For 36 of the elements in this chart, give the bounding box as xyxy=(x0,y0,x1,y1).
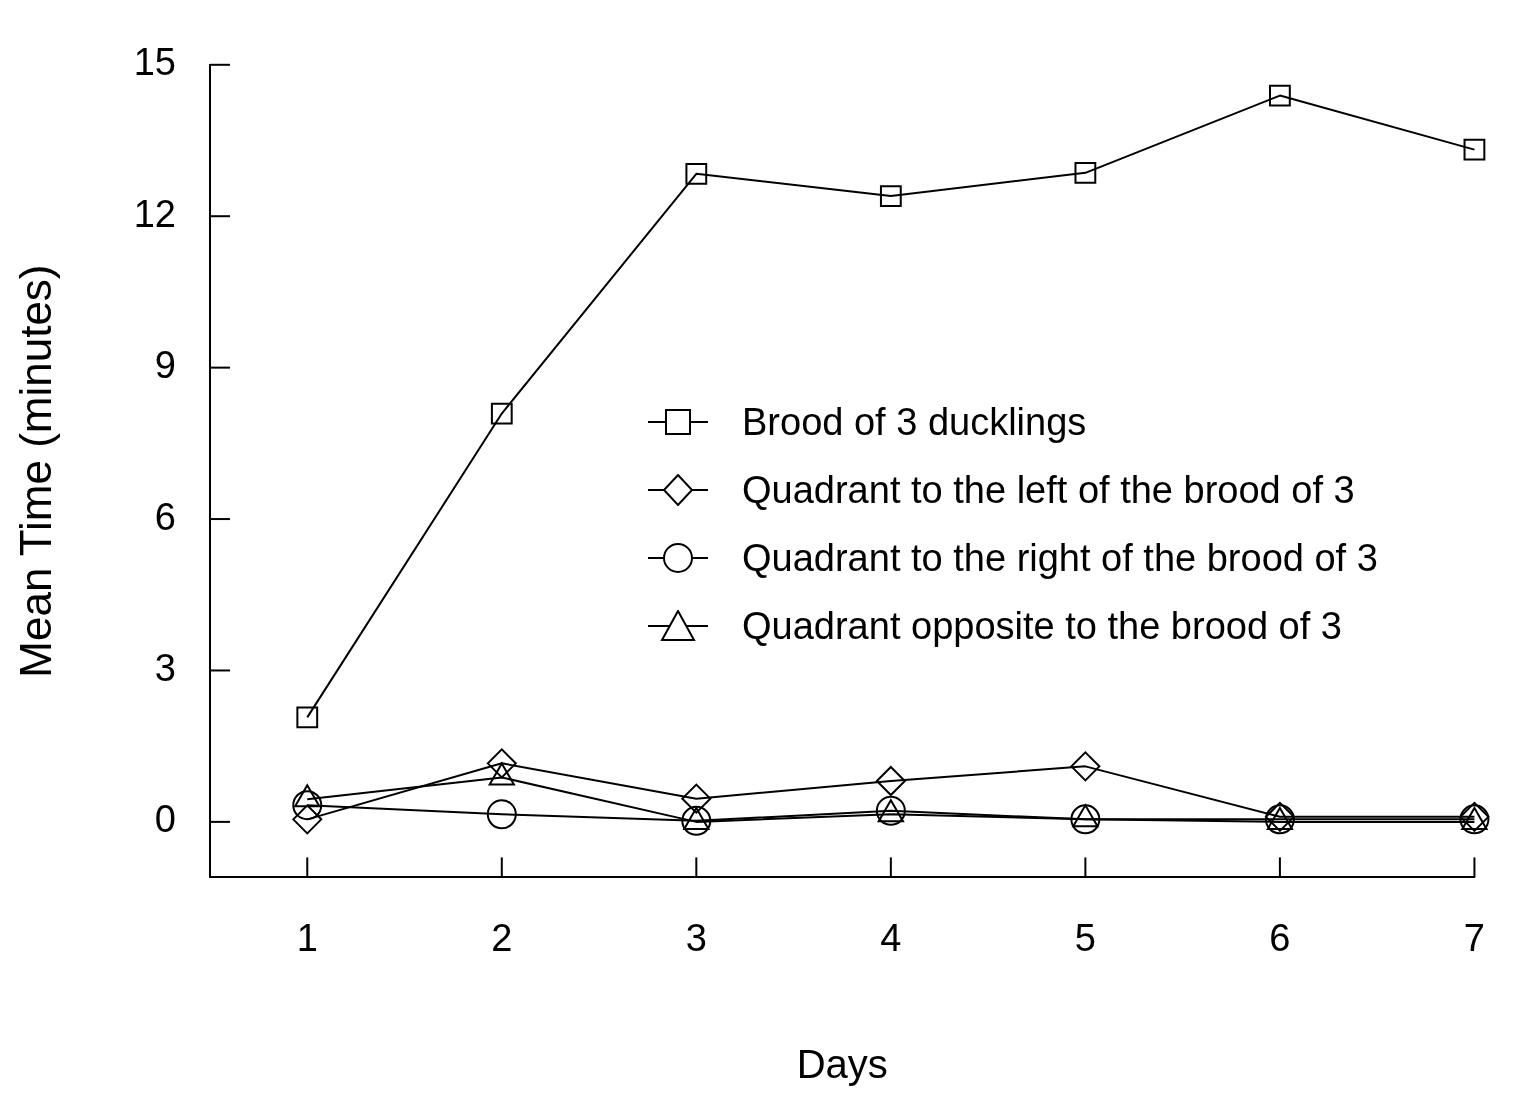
legend-label: Quadrant to the right of the brood of 3 xyxy=(742,536,1378,580)
y-tick-label: 15 xyxy=(133,41,176,84)
y-axis-title: Mean Time (minutes) xyxy=(10,264,60,678)
x-axis-title: Days xyxy=(796,1042,888,1087)
point xyxy=(685,162,708,185)
point xyxy=(486,748,517,779)
x-tick-label: 6 xyxy=(1269,916,1291,959)
point xyxy=(1070,804,1101,835)
x-tick-label: 1 xyxy=(296,916,318,959)
point xyxy=(1074,161,1097,184)
point xyxy=(879,185,902,207)
point xyxy=(681,783,712,814)
y-tick-label: 6 xyxy=(154,495,176,538)
y-tick-label: 12 xyxy=(133,192,176,235)
y-tick-label: 9 xyxy=(154,344,176,387)
legend-label: Brood of 3 ducklings xyxy=(742,400,1087,444)
x-tick-label: 3 xyxy=(685,916,707,959)
point xyxy=(486,799,517,830)
legend-label: Quadrant opposite to the brood of 3 xyxy=(742,604,1342,648)
point xyxy=(875,795,906,826)
point xyxy=(292,790,323,821)
point xyxy=(875,766,906,796)
point xyxy=(292,804,323,835)
x-tick-label: 4 xyxy=(880,916,902,959)
y-tick-label: 3 xyxy=(154,646,176,689)
point xyxy=(1070,751,1101,782)
x-tick-label: 5 xyxy=(1074,916,1096,959)
x-tick-label: 7 xyxy=(1463,916,1485,959)
point xyxy=(1269,84,1291,107)
point xyxy=(296,706,319,729)
point xyxy=(681,805,712,836)
legend-label: Quadrant to the left of the brood of 3 xyxy=(742,468,1355,512)
y-tick-label: 0 xyxy=(154,798,176,841)
point xyxy=(1463,138,1486,161)
point xyxy=(490,402,513,425)
x-tick-label: 2 xyxy=(491,916,513,959)
